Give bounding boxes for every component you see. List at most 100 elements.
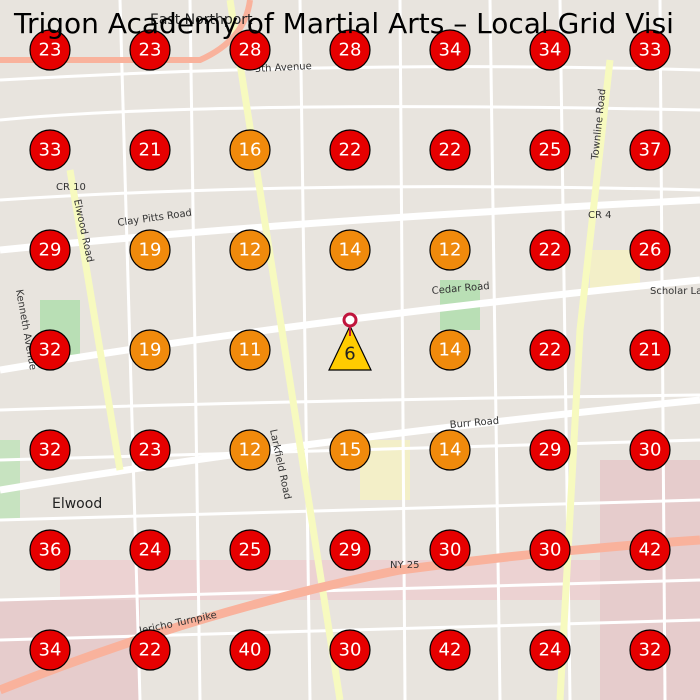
map-label: East Northport (150, 12, 253, 28)
rank-value: 22 (339, 140, 362, 161)
rank-value: 33 (39, 140, 62, 161)
rank-value: 28 (339, 40, 362, 61)
rank-value: 12 (439, 240, 462, 261)
rank-marker (129, 329, 171, 371)
rank-marker (629, 629, 671, 671)
rank-value: 21 (139, 140, 162, 161)
rank-marker (229, 429, 271, 471)
rank-marker (529, 129, 571, 171)
rank-marker (229, 29, 271, 71)
rank-value: 28 (239, 40, 262, 61)
map-label: Scholar Lane (650, 286, 700, 297)
highway (0, 0, 253, 63)
rank-marker (329, 529, 371, 571)
rank-value: 29 (339, 540, 362, 561)
rank-value: 23 (139, 440, 162, 461)
rank-marker (29, 29, 71, 71)
rank-value: 32 (39, 440, 62, 461)
rank-value: 33 (639, 40, 662, 61)
rank-marker (329, 129, 371, 171)
rank-marker (129, 129, 171, 171)
rank-marker (229, 329, 271, 371)
rank-marker (529, 229, 571, 271)
rank-value: 32 (639, 640, 662, 661)
rank-value: 14 (439, 340, 462, 361)
rank-value: 11 (239, 340, 262, 361)
rank-value: 6 (344, 344, 355, 365)
rank-marker (429, 429, 471, 471)
map-label: Burr Road (449, 416, 499, 431)
map-label: Cedar Road (431, 281, 490, 297)
rank-marker (29, 329, 71, 371)
rank-marker (329, 429, 371, 471)
main-roads (0, 196, 700, 494)
rank-marker (429, 29, 471, 71)
rank-marker (129, 229, 171, 271)
rank-marker (229, 529, 271, 571)
rank-value: 34 (39, 640, 62, 661)
park (0, 440, 20, 520)
rank-marker (329, 229, 371, 271)
rank-value: 23 (139, 40, 162, 61)
rank-value: 34 (439, 40, 462, 61)
rank-value: 24 (539, 640, 562, 661)
rank-value: 26 (639, 240, 662, 261)
rank-marker (529, 29, 571, 71)
rank-marker (529, 429, 571, 471)
rank-marker (429, 129, 471, 171)
rank-marker (429, 629, 471, 671)
rank-value: 34 (539, 40, 562, 61)
rank-marker (129, 629, 171, 671)
rank-value: 37 (639, 140, 662, 161)
rank-value: 16 (239, 140, 262, 161)
page-title: Trigon Academy of Martial Arts – Local G… (13, 7, 674, 40)
rank-value: 29 (539, 440, 562, 461)
rank-marker (229, 629, 271, 671)
rank-marker (129, 529, 171, 571)
rank-marker (629, 329, 671, 371)
location-pin (342, 312, 358, 336)
rank-value: 22 (539, 240, 562, 261)
rank-marker (229, 229, 271, 271)
rank-value: 19 (139, 240, 162, 261)
rank-value: 32 (39, 340, 62, 361)
rank-marker (429, 329, 471, 371)
highway (0, 535, 700, 695)
rank-marker (129, 429, 171, 471)
rank-value: 25 (239, 540, 262, 561)
rank-value: 30 (439, 540, 462, 561)
rank-marker (29, 129, 71, 171)
rank-marker (229, 129, 271, 171)
rank-marker (29, 429, 71, 471)
rank-marker (429, 529, 471, 571)
rank-marker (329, 629, 371, 671)
rank-value: 24 (139, 540, 162, 561)
rank-marker (529, 329, 571, 371)
rank-marker (629, 529, 671, 571)
map-label: CR 10 (56, 182, 86, 193)
rank-marker (129, 29, 171, 71)
rank-marker (529, 629, 571, 671)
rank-value: 30 (339, 640, 362, 661)
rank-marker (629, 229, 671, 271)
rank-value: 25 (539, 140, 562, 161)
rank-value: 19 (139, 340, 162, 361)
rank-marker (629, 429, 671, 471)
rank-marker (29, 529, 71, 571)
rank-value: 15 (339, 440, 362, 461)
rank-marker (529, 529, 571, 571)
rank-value: 14 (439, 440, 462, 461)
rank-marker (328, 324, 372, 371)
rank-value: 23 (39, 40, 62, 61)
rank-value: 30 (539, 540, 562, 561)
rank-marker (29, 229, 71, 271)
rank-value: 22 (139, 640, 162, 661)
rank-value: 12 (239, 240, 262, 261)
rank-value: 29 (39, 240, 62, 261)
rank-value: 42 (439, 640, 462, 661)
rank-value: 30 (639, 440, 662, 461)
rank-value: 42 (639, 540, 662, 561)
rank-value: 40 (239, 640, 262, 661)
rank-value: 14 (339, 240, 362, 261)
